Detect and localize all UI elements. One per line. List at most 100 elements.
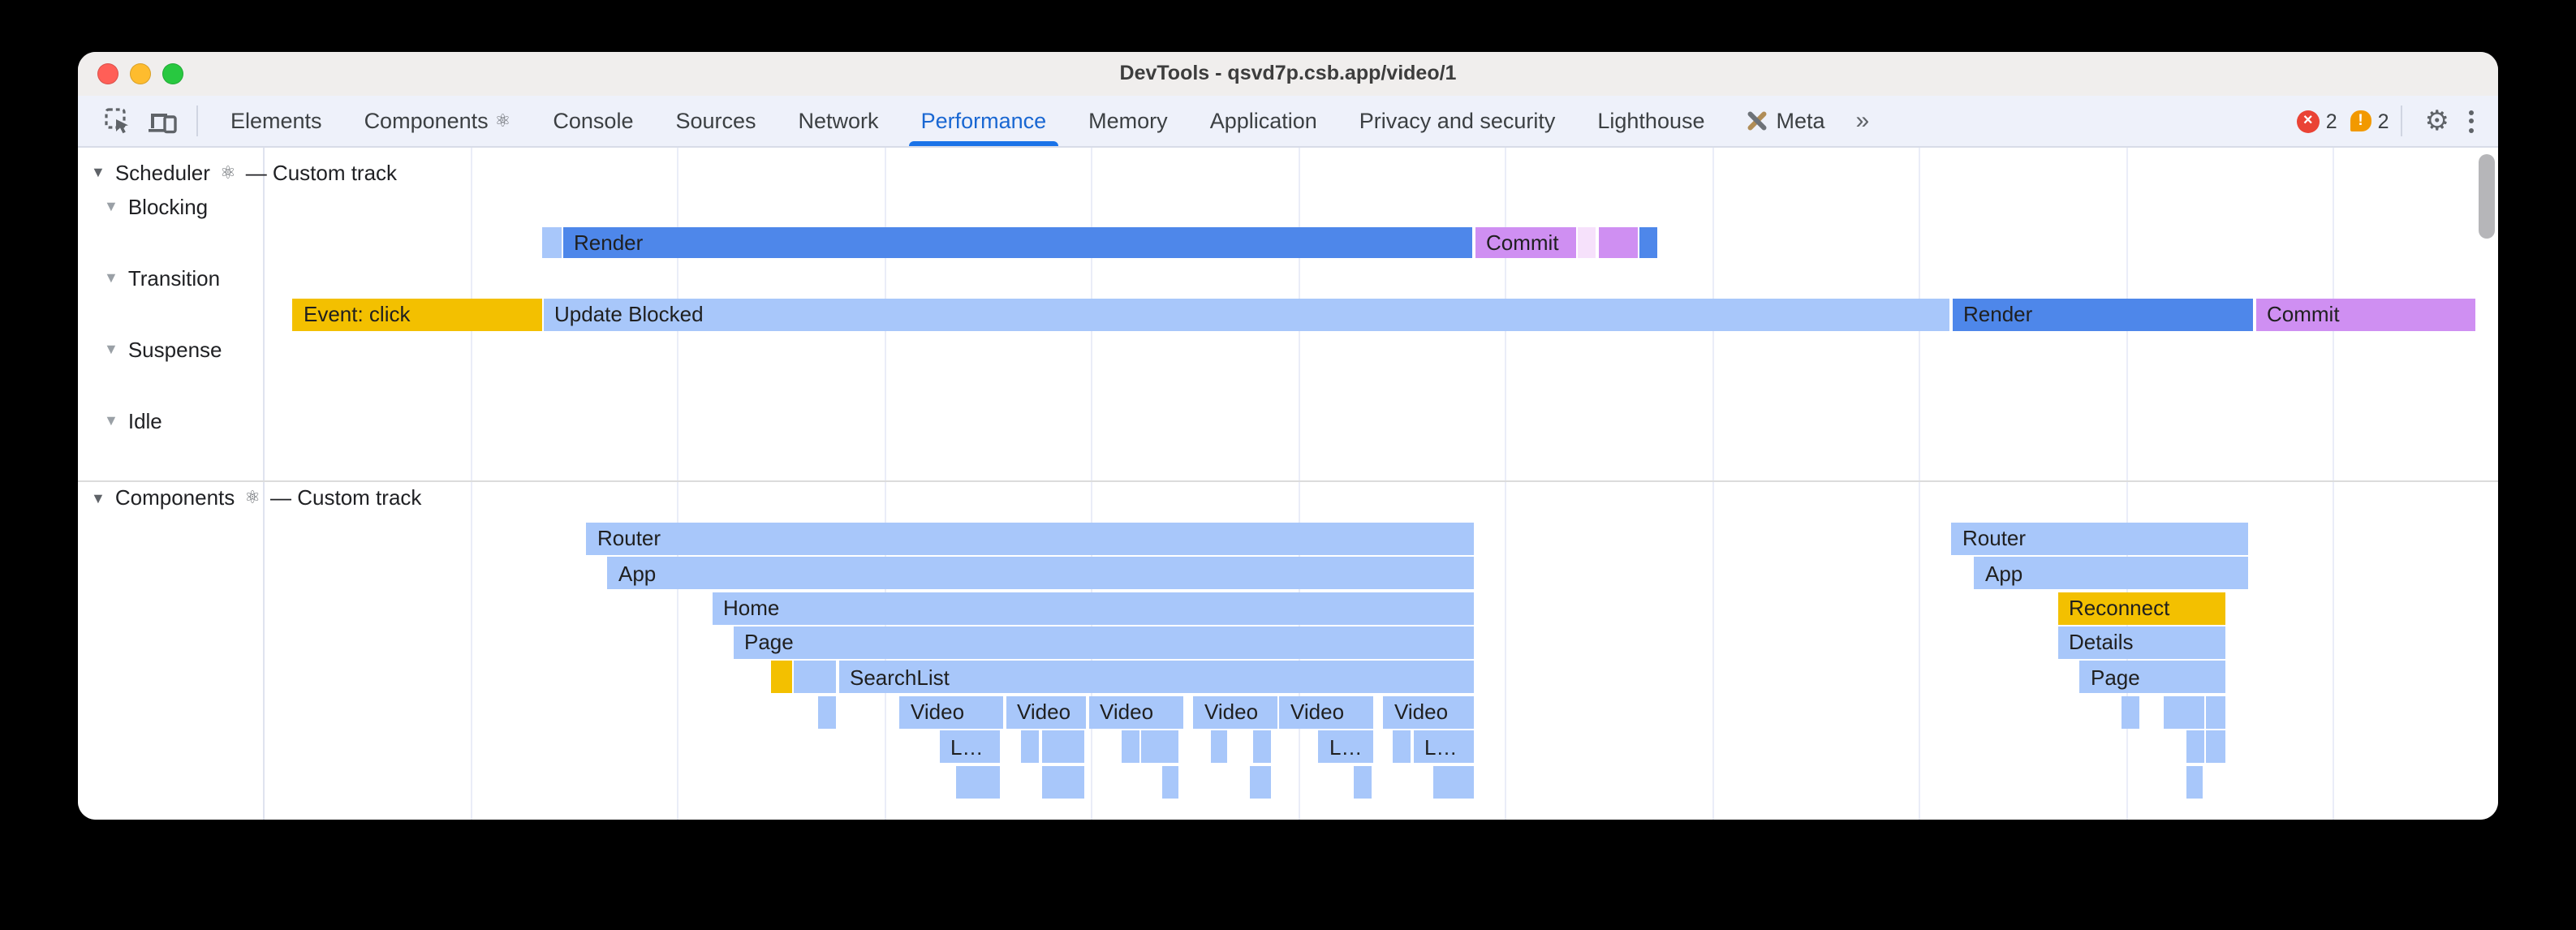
flame-bar-app[interactable]: App xyxy=(607,557,1474,589)
flame-bar-app[interactable]: App xyxy=(1974,557,2247,589)
grid-line xyxy=(2126,148,2127,820)
lane-suspense[interactable]: ▼ Suspense xyxy=(104,334,222,364)
flame-bar-page[interactable]: Page xyxy=(2079,661,2225,693)
flame-bar[interactable] xyxy=(1041,765,1084,798)
flame-bar[interactable] xyxy=(1353,765,1372,798)
flame-bar-commit[interactable]: Commit xyxy=(1475,226,1575,258)
flame-bar[interactable] xyxy=(1210,730,1227,763)
flame-bar[interactable] xyxy=(1598,226,1637,258)
flame-bar-router[interactable]: Router xyxy=(586,522,1474,554)
flame-bar[interactable] xyxy=(1122,730,1139,763)
flame-bar-video[interactable]: Video xyxy=(1193,695,1277,728)
tab-elements[interactable]: Elements xyxy=(230,96,322,146)
flame-bar[interactable] xyxy=(1161,765,1178,798)
lane-idle[interactable]: ▼ Idle xyxy=(104,406,162,435)
collapse-triangle-icon[interactable]: ▼ xyxy=(104,412,118,428)
flame-bar-details[interactable]: Details xyxy=(2057,626,2225,658)
warning-count[interactable]: 2 xyxy=(2377,110,2389,132)
tab-console[interactable]: Console xyxy=(553,96,633,146)
settings-gear-icon[interactable]: ⚙ xyxy=(2424,105,2450,136)
flame-bar[interactable] xyxy=(1578,226,1596,258)
track-label-divider xyxy=(263,148,265,820)
flame-bar[interactable] xyxy=(956,765,999,798)
collapse-triangle-icon[interactable]: ▼ xyxy=(104,341,118,357)
flame-bar[interactable] xyxy=(541,226,561,258)
flame-bar-l-[interactable]: L… xyxy=(939,730,999,763)
grid-line xyxy=(1919,148,1920,820)
flame-bar[interactable] xyxy=(817,695,836,728)
flame-bar-router[interactable]: Router xyxy=(1951,522,2247,554)
flame-bar[interactable] xyxy=(1021,730,1039,763)
tab-network[interactable]: Network xyxy=(799,96,879,146)
device-toolbar-icon[interactable] xyxy=(148,106,177,136)
flame-bar[interactable] xyxy=(2206,730,2225,763)
flame-bar-l-[interactable]: L… xyxy=(1318,730,1373,763)
flame-bar[interactable] xyxy=(2186,765,2203,798)
collapse-triangle-icon[interactable]: ▼ xyxy=(91,164,106,180)
flame-bar[interactable] xyxy=(1141,730,1178,763)
flame-bar[interactable] xyxy=(1639,226,1656,258)
lane-blocking[interactable]: ▼ Blocking xyxy=(104,192,208,221)
flame-bar[interactable] xyxy=(1250,765,1271,798)
flame-bar[interactable] xyxy=(2164,695,2203,728)
devtools-toolbar: Elements Components ⚛ Console Sources Network… xyxy=(78,96,2498,148)
flame-bar-video[interactable]: Video xyxy=(1088,695,1183,728)
flame-bar-update-blocked[interactable]: Update Blocked xyxy=(543,298,1949,330)
flame-bar[interactable] xyxy=(1041,730,1084,763)
tab-meta[interactable]: Meta xyxy=(1747,96,1825,146)
flame-bar[interactable] xyxy=(1253,730,1271,763)
minimize-window-button[interactable] xyxy=(130,62,151,84)
inspect-element-icon[interactable] xyxy=(102,106,131,136)
more-tabs-button[interactable]: » xyxy=(1855,107,1870,135)
flame-bar-video[interactable]: Video xyxy=(1383,695,1474,728)
flame-bar[interactable] xyxy=(1432,765,1474,798)
flame-bar[interactable] xyxy=(2186,730,2203,763)
collapse-triangle-icon[interactable]: ▼ xyxy=(104,198,118,214)
flame-bar-event-click[interactable]: Event: click xyxy=(292,298,541,330)
warning-badge-icon[interactable]: ! xyxy=(2350,110,2371,131)
tab-application[interactable]: Application xyxy=(1210,96,1317,146)
lane-transition[interactable]: ▼ Transition xyxy=(104,263,220,292)
flame-bar[interactable] xyxy=(770,661,791,693)
lane-label: Blocking xyxy=(127,194,209,218)
tab-sources[interactable]: Sources xyxy=(675,96,756,146)
flame-bar[interactable] xyxy=(794,661,836,693)
tab-performance[interactable]: Performance xyxy=(909,96,1058,146)
grid-line xyxy=(2333,148,2334,820)
scheduler-track-header[interactable]: ▼ Scheduler ⚛ — Custom track xyxy=(91,157,397,187)
flame-bar[interactable] xyxy=(1393,730,1411,763)
more-options-kebab-icon[interactable] xyxy=(2461,110,2482,132)
flame-bar-render[interactable]: Render xyxy=(1952,298,2253,330)
flame-bar-render[interactable]: Render xyxy=(562,226,1472,258)
tab-label: Memory xyxy=(1088,109,1168,133)
collapse-triangle-icon[interactable]: ▼ xyxy=(104,269,118,286)
flame-bar-video[interactable]: Video xyxy=(899,695,1002,728)
components-track-header[interactable]: ▼ Components ⚛ — Custom track xyxy=(91,483,421,512)
toolbar-divider xyxy=(2400,105,2402,136)
flame-bar-reconnect[interactable]: Reconnect xyxy=(2057,592,2225,624)
flame-bar-commit[interactable]: Commit xyxy=(2255,298,2475,330)
grid-line xyxy=(1298,148,1299,820)
zoom-window-button[interactable] xyxy=(162,62,183,84)
tab-memory[interactable]: Memory xyxy=(1088,96,1168,146)
tab-privacy-and-security[interactable]: Privacy and security xyxy=(1359,96,1556,146)
flame-bar-home[interactable]: Home xyxy=(712,592,1474,624)
traffic-lights xyxy=(97,51,183,96)
flame-bar-video[interactable]: Video xyxy=(1006,695,1086,728)
tab-components[interactable]: Components ⚛ xyxy=(364,96,511,146)
error-badge-icon[interactable]: × xyxy=(2296,110,2320,132)
error-count[interactable]: 2 xyxy=(2325,110,2337,132)
flame-bar[interactable] xyxy=(2121,695,2139,728)
flame-bar-page[interactable]: Page xyxy=(733,626,1474,658)
flame-bar-searchlist[interactable]: SearchList xyxy=(838,661,1474,693)
tab-lighthouse[interactable]: Lighthouse xyxy=(1597,96,1704,146)
flame-bar[interactable] xyxy=(2206,695,2225,728)
vertical-scrollbar-thumb[interactable] xyxy=(2479,154,2494,239)
grid-line xyxy=(1091,148,1092,820)
flame-bar-l-[interactable]: L… xyxy=(1413,730,1474,763)
tab-label: Console xyxy=(553,109,634,133)
collapse-triangle-icon[interactable]: ▼ xyxy=(91,489,106,506)
track-separator xyxy=(78,480,2498,481)
close-window-button[interactable] xyxy=(97,62,118,84)
flame-bar-video[interactable]: Video xyxy=(1279,695,1373,728)
